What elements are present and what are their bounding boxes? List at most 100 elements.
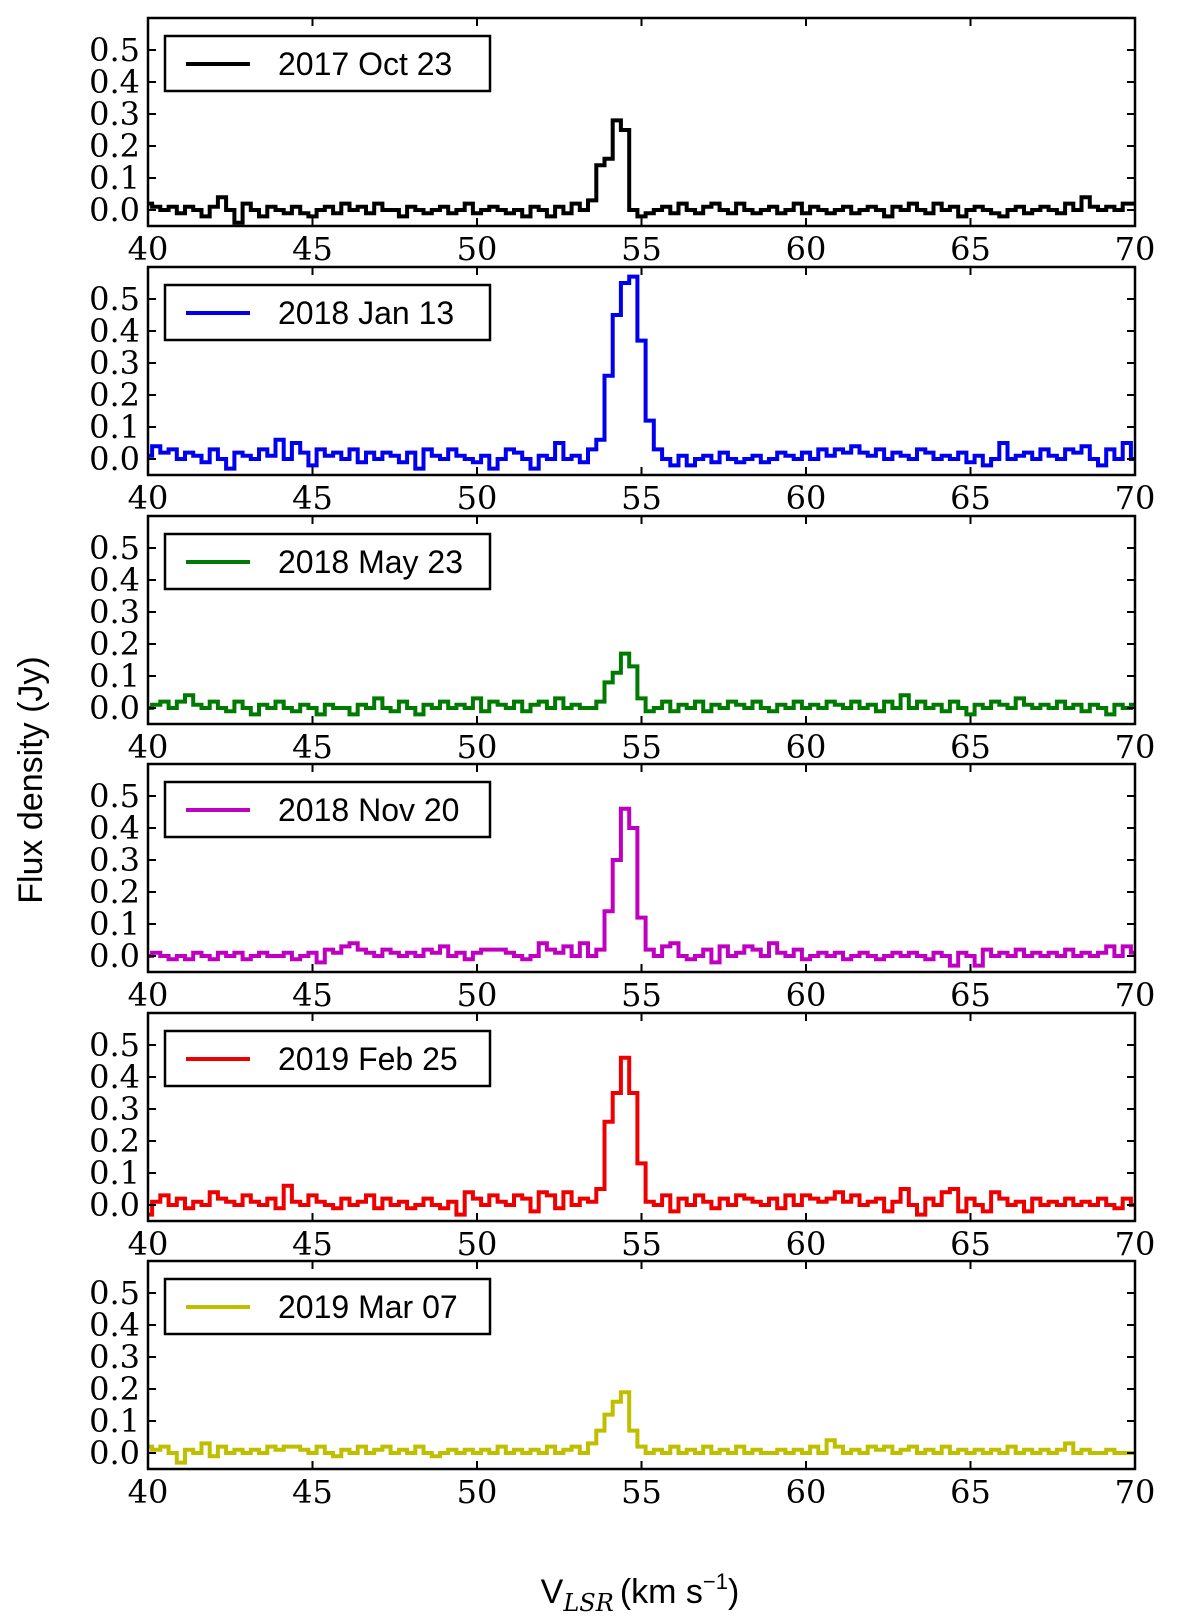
y-tick-label: 0.3 xyxy=(89,593,140,631)
y-tick-label: 0.5 xyxy=(89,777,140,815)
y-tick-label: 0.2 xyxy=(89,873,140,911)
y-tick-label: 0.4 xyxy=(89,63,140,101)
x-tick-label: 65 xyxy=(950,230,991,268)
x-axis-title-units-close: ) xyxy=(728,1573,739,1611)
x-tick-label: 45 xyxy=(292,728,333,766)
x-tick-label: 40 xyxy=(128,976,169,1014)
series-line-1 xyxy=(148,118,1135,225)
legend: 2017 Oct 23 xyxy=(163,34,492,93)
x-tick-label: 40 xyxy=(128,479,169,517)
x-tick-label: 65 xyxy=(950,1225,991,1263)
y-tick-label: 0.5 xyxy=(89,1274,140,1312)
y-tick-label: 0.2 xyxy=(89,625,140,663)
x-tick-label: 50 xyxy=(457,728,498,766)
x-axis-title-main: V xyxy=(541,1573,564,1611)
y-tick-label: 0.0 xyxy=(89,191,140,229)
panel-5: 40 45 50 55 60 65 70 0.00.10.20.30.40.5 2019 Feb… xyxy=(89,1011,1156,1263)
panel-3: 40 45 50 55 60 65 70 0.00.10.20.30.40.5 2018 May… xyxy=(89,514,1156,766)
series-line-2 xyxy=(148,274,1135,471)
x-tick-label: 70 xyxy=(1115,976,1156,1014)
x-tick-label: 70 xyxy=(1115,728,1156,766)
y-axis-title: Flux density (Jy) xyxy=(12,656,50,904)
x-axis-title-subscript: LSR xyxy=(562,1589,613,1616)
legend-label: 2018 Nov 20 xyxy=(278,792,459,828)
y-tick-label: 0.4 xyxy=(89,1306,140,1344)
x-tick-label: 70 xyxy=(1115,1473,1156,1511)
y-tick-label: 0.2 xyxy=(89,376,140,414)
y-tick-label: 0.1 xyxy=(89,657,140,695)
x-tick-label: 60 xyxy=(786,230,827,268)
x-tick-label: 50 xyxy=(457,1473,498,1511)
series-line-6 xyxy=(148,1390,1135,1465)
x-tick-label: 50 xyxy=(457,976,498,1014)
legend-label: 2018 Jan 13 xyxy=(278,295,454,331)
legend: 2018 Nov 20 xyxy=(163,780,492,839)
x-tick-label: 60 xyxy=(786,1225,827,1263)
panels: 40 45 50 55 60 65 700.00.10.20.30.40.5 2017 Oct… xyxy=(89,16,1156,1511)
y-tick-label: 0.2 xyxy=(89,1370,140,1408)
y-tick-label: 0.1 xyxy=(89,159,140,197)
legend-label: 2019 Feb 25 xyxy=(278,1041,458,1077)
panel-4: 40 45 50 55 60 65 70 0.00.10.20.30.40.5 2018 Nov… xyxy=(89,762,1156,1014)
x-tick-label: 70 xyxy=(1115,1225,1156,1263)
legend-label: 2017 Oct 23 xyxy=(278,46,452,82)
y-tick-label: 0.3 xyxy=(89,344,140,382)
panel-1: 40 45 50 55 60 65 70 0.00.10.20.30.40.5 2017 Oct… xyxy=(89,16,1156,268)
y-tick-label: 0.4 xyxy=(89,1058,140,1096)
x-tick-label: 60 xyxy=(786,479,827,517)
legend: 2018 May 23 xyxy=(163,532,492,591)
x-tick-label: 70 xyxy=(1115,479,1156,517)
y-tick-label: 0.1 xyxy=(89,1402,140,1440)
legend: 2018 Jan 13 xyxy=(163,283,492,342)
x-tick-label: 50 xyxy=(457,230,498,268)
x-tick-label: 65 xyxy=(950,1473,991,1511)
y-tick-label: 0.5 xyxy=(89,280,140,318)
y-tick-label: 0.3 xyxy=(89,841,140,879)
x-tick-label: 45 xyxy=(292,1473,333,1511)
x-tick-label: 40 xyxy=(128,728,169,766)
legend-label: 2019 Mar 07 xyxy=(278,1289,458,1325)
x-tick-label: 50 xyxy=(457,479,498,517)
legend: 2019 Feb 25 xyxy=(163,1029,492,1088)
x-tick-label: 65 xyxy=(950,728,991,766)
x-tick-label: 55 xyxy=(621,976,662,1014)
y-tick-label: 0.1 xyxy=(89,905,140,943)
x-tick-label: 60 xyxy=(786,976,827,1014)
x-tick-label: 70 xyxy=(1115,230,1156,268)
x-tick-label: 55 xyxy=(621,728,662,766)
x-tick-label: 55 xyxy=(621,230,662,268)
y-tick-label: 0.3 xyxy=(89,95,140,133)
y-tick-label: 0.2 xyxy=(89,1122,140,1160)
series-line-3 xyxy=(148,651,1135,717)
x-tick-label: 65 xyxy=(950,976,991,1014)
y-tick-label: 0.4 xyxy=(89,561,140,599)
legend-label: 2018 May 23 xyxy=(278,544,463,580)
y-tick-label: 0.5 xyxy=(89,529,140,567)
y-tick-label: 0.2 xyxy=(89,127,140,165)
y-tick-label: 0.5 xyxy=(89,31,140,69)
x-tick-label: 50 xyxy=(457,1225,498,1263)
x-tick-label: 45 xyxy=(292,976,333,1014)
x-tick-label: 55 xyxy=(621,1473,662,1511)
y-tick-label: 0.0 xyxy=(89,440,140,478)
y-tick-label: 0.1 xyxy=(89,408,140,446)
x-tick-label: 45 xyxy=(292,479,333,517)
x-tick-label: 60 xyxy=(786,728,827,766)
series-line-4 xyxy=(148,806,1135,968)
y-tick-label: 0.0 xyxy=(89,1186,140,1224)
series-line-5 xyxy=(148,1055,1135,1217)
x-tick-label: 55 xyxy=(621,479,662,517)
x-tick-label: 45 xyxy=(292,230,333,268)
x-tick-label: 60 xyxy=(786,1473,827,1511)
y-tick-label: 0.4 xyxy=(89,312,140,350)
panel-6: 40 45 50 55 60 65 70 0.00.10.20.30.40.5 2019 Mar… xyxy=(89,1259,1156,1511)
y-tick-label: 0.1 xyxy=(89,1154,140,1192)
x-tick-label: 40 xyxy=(128,1225,169,1263)
x-axis-title-exponent: −1 xyxy=(703,1569,728,1594)
panel-2: 40 45 50 55 60 65 70 0.00.10.20.30.40.5 2018 Jan… xyxy=(89,265,1156,517)
x-tick-label: 40 xyxy=(128,230,169,268)
y-tick-label: 0.3 xyxy=(89,1090,140,1128)
x-tick-label: 65 xyxy=(950,479,991,517)
y-tick-label: 0.0 xyxy=(89,937,140,975)
